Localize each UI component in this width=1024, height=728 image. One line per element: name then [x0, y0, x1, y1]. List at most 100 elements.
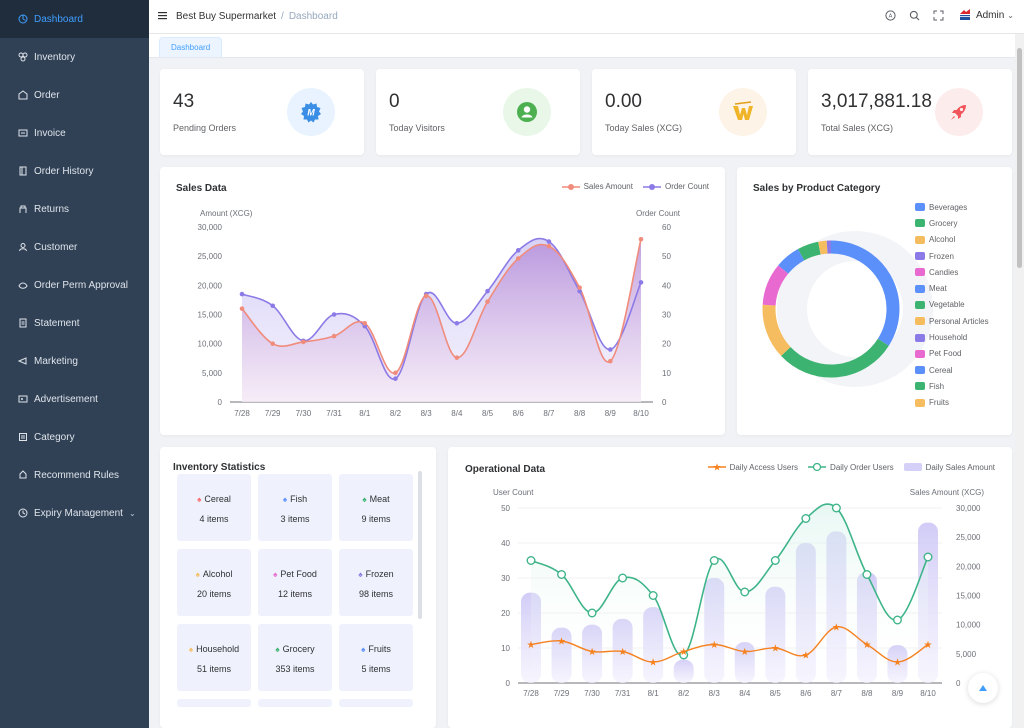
sidebar-item-returns[interactable]: Returns [0, 190, 149, 228]
legend-item-daily-sales-amount[interactable]: Daily Sales Amount [903, 462, 995, 472]
sidebar-item-category[interactable]: Category [0, 418, 149, 456]
x-tick: 7/30 [584, 689, 600, 698]
legend-item-beverages[interactable]: Beverages [915, 199, 989, 215]
y-tick-right: 30,000 [956, 504, 981, 513]
inventory-item-partial[interactable] [339, 699, 413, 707]
legend-item-order-count[interactable]: Order Count [642, 182, 709, 191]
tab-dashboard[interactable]: Dashboard [159, 37, 223, 57]
sales-amount-point [546, 243, 552, 249]
legend-item-vegetable[interactable]: Vegetable [915, 297, 989, 313]
sidebar-item-expiry-management[interactable]: Expiry Management ⌄ [0, 494, 149, 532]
svg-text:★: ★ [712, 463, 721, 473]
sidebar-item-dashboard[interactable]: Dashboard [0, 0, 149, 38]
y-tick-left: 20 [501, 609, 510, 618]
sidebar-item-marketing[interactable]: Marketing [0, 342, 149, 380]
inventory-item-partial[interactable] [258, 699, 332, 707]
legend-item-candies[interactable]: Candies [915, 264, 989, 280]
sidebar-item-label: Order Perm Approval [34, 279, 128, 291]
sales-amount-point [239, 306, 245, 311]
inventory-item-pet-food[interactable]: ♠ Pet Food 12 items [258, 549, 332, 616]
card-title: Inventory Statistics [173, 462, 266, 473]
sidebar-item-advertisement[interactable]: Advertisement [0, 380, 149, 418]
inventory-item-meat[interactable]: ♠ Meat 9 items [339, 474, 413, 541]
y-tick-right: 5,000 [956, 650, 977, 659]
chevron-down-icon[interactable]: ⌄ [1007, 10, 1014, 20]
search-icon[interactable] [909, 9, 921, 21]
x-tick: 7/29 [554, 689, 570, 698]
hamburger-menu-icon[interactable] [158, 11, 167, 20]
inventory-item-label: Fish [290, 494, 308, 504]
y-tick-right: 0 [662, 398, 667, 407]
stat-card-pending-orders[interactable]: 43 Pending Orders M [160, 69, 364, 155]
stat-card-total-sales[interactable]: 3,017,881.18 Total Sales (XCG) [808, 69, 1012, 155]
legend-swatch [915, 349, 925, 358]
legend-item-daily-order-users[interactable]: Daily Order Users [808, 462, 894, 472]
stat-card-today-sales[interactable]: 0.00 Today Sales (XCG) [592, 69, 796, 155]
user-name[interactable]: Admin [975, 9, 1005, 21]
y-tick-right: 50 [662, 252, 671, 261]
sidebar-item-customer[interactable]: Customer [0, 228, 149, 266]
sales-amount-point [423, 293, 429, 299]
sidebar-item-order-history[interactable]: Order History [0, 152, 149, 190]
fullscreen-icon[interactable] [933, 9, 945, 21]
breadcrumb-store[interactable]: Best Buy Supermarket [176, 11, 277, 22]
sidebar-item-statement[interactable]: Statement [0, 304, 149, 342]
sidebar-item-order-perm-approval[interactable]: Order Perm Approval [0, 266, 149, 304]
inventory-item-alcohol[interactable]: ♠ Alcohol 20 items [177, 549, 251, 616]
legend-item-personal-articles[interactable]: Personal Articles [915, 313, 989, 329]
legend-item-daily-access-users[interactable]: ★ Daily Access Users [707, 462, 798, 473]
legend-item-household[interactable]: Household [915, 329, 989, 345]
sidebar-item-order[interactable]: Order [0, 76, 149, 114]
sidebar-item-inventory[interactable]: Inventory [0, 38, 149, 76]
legend-item-fruits[interactable]: Fruits [915, 395, 989, 411]
inventory-item-fish[interactable]: ♠ Fish 3 items [258, 474, 332, 541]
y-axis-right-title: Order Count [636, 209, 681, 218]
y-tick-left: 25,000 [198, 252, 223, 261]
sidebar-item-label: Invoice [34, 127, 66, 139]
inventory-item-cereal[interactable]: ♠ Cereal 4 items [177, 474, 251, 541]
legend-item-grocery[interactable]: Grocery [915, 215, 989, 231]
legend-item-frozen[interactable]: Frozen [915, 248, 989, 264]
legend-item-pet-food[interactable]: Pet Food [915, 346, 989, 362]
inventory-item-household[interactable]: ♠ Household 51 items [177, 624, 251, 691]
sales-amount-point [485, 299, 490, 304]
daily-order-users-point [740, 587, 750, 597]
stat-card-today-visitors[interactable]: 0 Today Visitors [376, 69, 580, 155]
y-tick-left: 20,000 [198, 281, 223, 290]
inventory-item-name: ♠ Fruits [339, 644, 413, 654]
stat-label: Pending Orders [173, 123, 237, 133]
y-tick-right: 20 [662, 340, 671, 349]
legend-label: Frozen [929, 251, 954, 261]
scrollbar-thumb[interactable] [1017, 48, 1022, 268]
inventory-item-count: 20 items [196, 589, 231, 599]
language-icon[interactable]: A [885, 9, 897, 21]
leaf-icon: ♠ [275, 644, 280, 654]
legend-item-meat[interactable]: Meat [915, 280, 989, 296]
x-tick: 8/9 [892, 689, 904, 698]
legend-swatch [915, 252, 925, 261]
legend-swatch [915, 268, 925, 277]
back-to-top-button[interactable] [968, 673, 998, 703]
inventory-item-partial[interactable] [177, 699, 251, 707]
sales-data-card: Sales Data Sales Amount Order Count Amou… [160, 167, 725, 435]
legend-item-sales-amount[interactable]: Sales Amount [561, 182, 633, 191]
inventory-scrollbar[interactable] [418, 471, 422, 619]
inventory-item-grocery[interactable]: ♠ Grocery 353 items [258, 624, 332, 691]
page-scrollbar[interactable] [1015, 34, 1024, 728]
inventory-item-frozen[interactable]: ♠ Frozen 98 items [339, 549, 413, 616]
inventory-item-fruits[interactable]: ♠ Fruits 5 items [339, 624, 413, 691]
history-icon [17, 166, 28, 177]
avatar[interactable] [958, 8, 972, 22]
legend-item-cereal[interactable]: Cereal [915, 362, 989, 378]
donut-slice-meat [778, 248, 805, 274]
sidebar-item-invoice[interactable]: Invoice [0, 114, 149, 152]
daily-order-users-point [557, 569, 567, 579]
inventory-item-label: Cereal [204, 494, 231, 504]
stat-label: Total Sales (XCG) [821, 123, 894, 133]
legend-item-alcohol[interactable]: Alcohol [915, 232, 989, 248]
sidebar-item-label: Recommend Rules [34, 469, 120, 481]
daily-order-users-point [862, 569, 872, 579]
sidebar-item-recommend-rules[interactable]: Recommend Rules [0, 456, 149, 494]
top-actions: A Admin ⌄ [873, 8, 1014, 22]
legend-item-fish[interactable]: Fish [915, 378, 989, 394]
